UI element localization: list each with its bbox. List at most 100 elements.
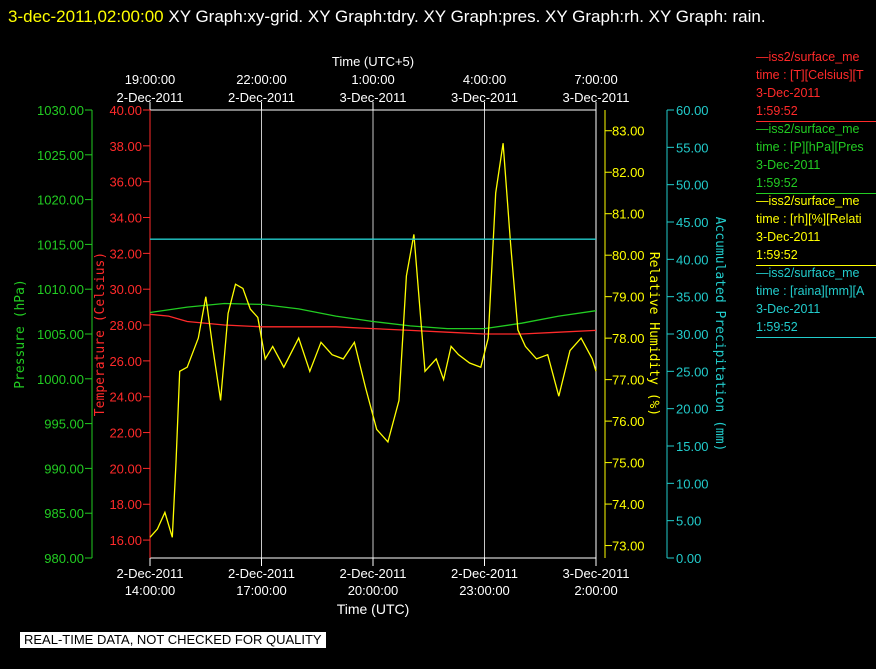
- precip-tick-label: 10.00: [676, 476, 709, 491]
- legend-line1: —iss2/surface_me: [756, 266, 860, 280]
- pressure-tick-label: 985.00: [44, 506, 84, 521]
- legend-line3: 3-Dec-2011: [756, 230, 821, 244]
- legend-line4: 1:59:52: [756, 104, 798, 118]
- pressure-tick-label: 1020.00: [37, 193, 84, 208]
- x-tick-date: 2-Dec-2011: [451, 566, 518, 581]
- legend-line4: 1:59:52: [756, 248, 798, 262]
- x-tick-time: 14:00:00: [125, 583, 176, 598]
- temperature-tick-label: 22.00: [109, 426, 142, 441]
- x-tick-date: 2-Dec-2011: [340, 566, 407, 581]
- humidity-tick-label: 73.00: [612, 539, 645, 554]
- legend-line1: —iss2/surface_me: [756, 50, 860, 64]
- legend-line2: time : [T][Celsius][T: [756, 68, 864, 82]
- precip-tick-label: 55.00: [676, 140, 709, 155]
- pres-series-line: [149, 302, 597, 330]
- chart-title: 3-dec-2011,02:00:00 XY Graph:xy-grid. XY…: [8, 2, 868, 32]
- top-tick-time: 19:00:00: [125, 72, 176, 87]
- precip-tick-label: 40.00: [676, 252, 709, 267]
- humidity-tick-label: 80.00: [612, 248, 645, 263]
- humidity-tick-label: 78.00: [612, 331, 645, 346]
- pressure-tick-label: 995.00: [44, 417, 84, 432]
- precip-tick-label: 45.00: [676, 215, 709, 230]
- top-tick-date: 2-Dec-2011: [228, 90, 295, 105]
- x-tick-date: 3-Dec-2011: [563, 566, 630, 581]
- precip-tick-label: 25.00: [676, 364, 709, 379]
- humidity-tick-label: 81.00: [612, 207, 645, 222]
- pressure-tick-label: 1000.00: [37, 372, 84, 387]
- legend-line2: time : [P][hPa][Pres: [756, 140, 864, 154]
- legend-line3: 3-Dec-2011: [756, 86, 821, 100]
- precip-axis-label: Accumulated Precipitation (mm): [712, 217, 727, 452]
- temperature-tick-label: 40.00: [109, 103, 142, 118]
- temperature-tick-label: 36.00: [109, 175, 142, 190]
- pressure-tick-label: 1030.00: [37, 103, 84, 118]
- pressure-tick-label: 1015.00: [37, 237, 84, 252]
- humidity-tick-label: 82.00: [612, 165, 645, 180]
- temperature-tick-label: 30.00: [109, 282, 142, 297]
- temperature-tick-label: 28.00: [109, 318, 142, 333]
- humidity-tick-label: 74.00: [612, 497, 645, 512]
- top-axis-label: Time (UTC+5): [332, 54, 414, 69]
- pressure-tick-label: 1010.00: [37, 282, 84, 297]
- legend-rule: [756, 121, 876, 122]
- x-tick-time: 20:00:00: [348, 583, 399, 598]
- precip-tick-label: 5.00: [676, 514, 701, 529]
- precip-tick-label: 50.00: [676, 178, 709, 193]
- legend-line4: 1:59:52: [756, 320, 798, 334]
- x-tick-time: 17:00:00: [236, 583, 287, 598]
- tdry-series-line: [149, 313, 597, 335]
- top-tick-time: 4:00:00: [463, 72, 506, 87]
- humidity-tick-label: 77.00: [612, 373, 645, 388]
- humidity-tick-label: 83.00: [612, 124, 645, 139]
- top-tick-time: 22:00:00: [236, 72, 287, 87]
- pressure-axis-label: Pressure (hPa): [13, 279, 28, 389]
- legend-rule: [756, 337, 876, 338]
- x-tick-date: 2-Dec-2011: [117, 566, 184, 581]
- xy-graph: 2-Dec-2011 14:00:00 19:00:00 2-Dec-2011 2-De…: [13, 54, 727, 617]
- temperature-tick-label: 16.00: [109, 533, 142, 548]
- x-tick-time: 23:00:00: [459, 583, 510, 598]
- top-tick-date: 3-Dec-2011: [451, 90, 518, 105]
- pressure-tick-label: 990.00: [44, 461, 84, 476]
- temperature-tick-label: 26.00: [109, 354, 142, 369]
- legend-rule: [756, 265, 876, 266]
- top-tick-time: 7:00:00: [574, 72, 617, 87]
- legend-line3: 3-Dec-2011: [756, 302, 821, 316]
- humidity-tick-label: 76.00: [612, 414, 645, 429]
- humidity-tick-label: 79.00: [612, 290, 645, 305]
- legend-rule: [756, 193, 876, 194]
- temperature-tick-label: 38.00: [109, 139, 142, 154]
- precip-tick-label: 0.00: [676, 551, 701, 566]
- legend-entry: —iss2/surface_me time : [rh][%][Relati 3-D…: [756, 192, 876, 266]
- top-tick-date: 2-Dec-2011: [117, 90, 184, 105]
- x-tick-time: 2:00:00: [574, 583, 617, 598]
- temperature-tick-label: 32.00: [109, 246, 142, 261]
- precip-tick-label: 30.00: [676, 327, 709, 342]
- temperature-axis-label: Temperature (Celsius): [93, 252, 108, 416]
- precip-tick-label: 60.00: [676, 103, 709, 118]
- precip-tick-label: 15.00: [676, 439, 709, 454]
- title-timestamp: 3-dec-2011,02:00:00: [8, 7, 164, 26]
- legend-line1: —iss2/surface_me: [756, 122, 860, 136]
- legend-line2: time : [raina][mm][A: [756, 284, 865, 298]
- legend-line3: 3-Dec-2011: [756, 158, 821, 172]
- pressure-tick-label: 980.00: [44, 551, 84, 566]
- x-tick-date: 2-Dec-2011: [228, 566, 295, 581]
- temperature-tick-label: 24.00: [109, 390, 142, 405]
- rh-series-line: [149, 143, 597, 538]
- precip-tick-label: 35.00: [676, 290, 709, 305]
- top-tick-date: 3-Dec-2011: [340, 90, 407, 105]
- precip-tick-label: 20.00: [676, 402, 709, 417]
- x-axis-label: Time (UTC): [337, 601, 410, 617]
- temperature-tick-label: 20.00: [109, 461, 142, 476]
- humidity-axis-label: Relative Humidity (%): [646, 252, 661, 416]
- humidity-tick-label: 75.00: [612, 456, 645, 471]
- top-tick-date: 3-Dec-2011: [563, 90, 630, 105]
- temperature-tick-label: 18.00: [109, 497, 142, 512]
- pressure-tick-label: 1025.00: [37, 148, 84, 163]
- title-graph-list: XY Graph:xy-grid. XY Graph:tdry. XY Grap…: [163, 7, 766, 26]
- legend-line1: —iss2/surface_me: [756, 194, 860, 208]
